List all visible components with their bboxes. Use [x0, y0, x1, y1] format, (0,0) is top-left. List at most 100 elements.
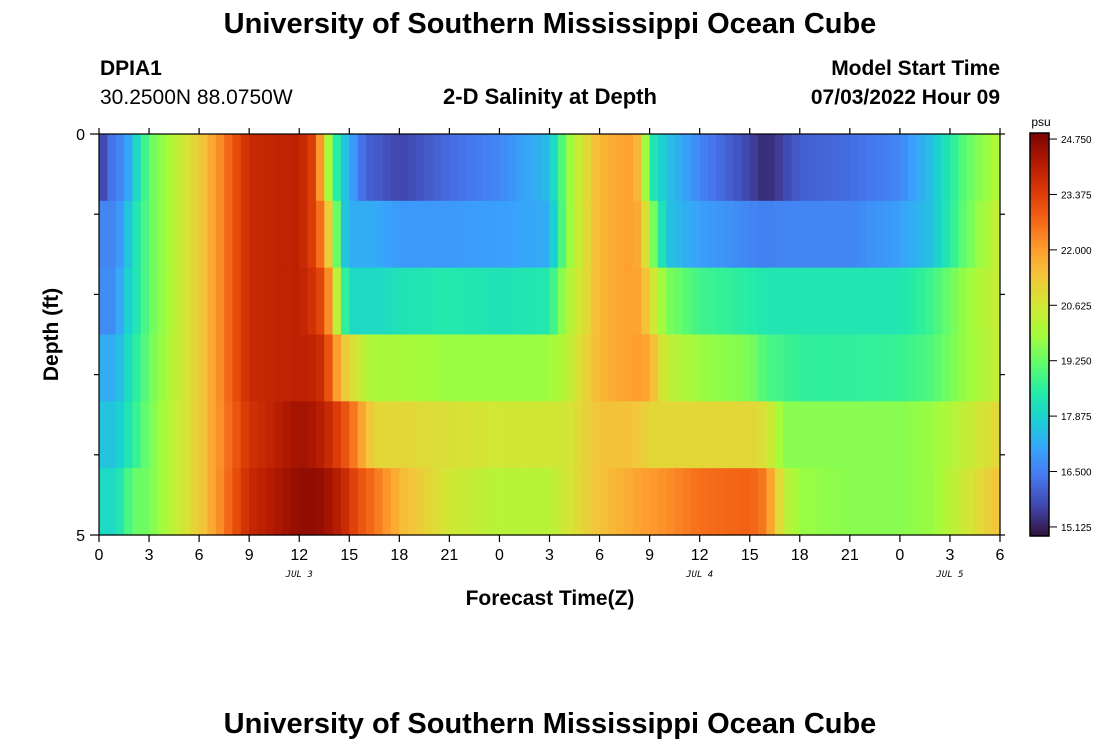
heatmap-cell — [207, 334, 217, 402]
heatmap-cell — [199, 468, 209, 536]
heatmap-cell — [899, 468, 909, 536]
heatmap-cell — [874, 334, 884, 402]
heatmap-cell — [224, 334, 234, 402]
heatmap-cell — [949, 334, 959, 402]
heatmap-cell — [699, 134, 709, 202]
heatmap-cell — [941, 468, 951, 536]
heatmap-cell — [574, 267, 584, 336]
heatmap-cell — [215, 267, 225, 336]
heatmap-cell — [240, 468, 250, 536]
heatmap-cell — [99, 468, 108, 536]
heatmap-cell — [532, 401, 542, 469]
date-label: JUL 3 — [285, 570, 313, 580]
heatmap-cell — [132, 468, 142, 536]
colorbar-tick-label: 16.500 — [1061, 468, 1092, 479]
heatmap-cell — [491, 334, 501, 402]
heatmap-cell — [182, 200, 192, 269]
heatmap-cell — [190, 468, 200, 536]
heatmap-cell — [991, 267, 1001, 336]
heatmap-cell — [516, 200, 526, 269]
heatmap-cell — [974, 267, 984, 336]
heatmap-cell — [307, 401, 317, 469]
heatmap-cell — [457, 134, 467, 202]
heatmap-cell — [482, 200, 492, 269]
heatmap-cell — [157, 468, 167, 536]
heatmap-cell — [599, 468, 609, 536]
heatmap-cell — [524, 468, 534, 536]
heatmap-cell — [299, 134, 309, 202]
heatmap-cell — [99, 134, 108, 202]
heatmap-cell — [899, 401, 909, 469]
heatmap-cell — [991, 134, 1001, 202]
heatmap-cell — [541, 401, 551, 469]
heatmap-cell — [824, 200, 834, 269]
heatmap-cell — [190, 401, 200, 469]
heatmap-cell — [516, 468, 526, 536]
heatmap-cell — [174, 200, 184, 269]
heatmap-cell — [733, 468, 742, 536]
heatmap-cell — [232, 468, 242, 536]
heatmap-cell — [349, 134, 359, 202]
heatmap-cell — [416, 200, 425, 269]
heatmap-cell — [132, 200, 142, 269]
heatmap-cell — [949, 134, 959, 202]
heatmap-cell — [349, 200, 359, 269]
heatmap-cell — [974, 334, 984, 402]
heatmap-cell — [599, 267, 609, 336]
heatmap-cell — [441, 267, 450, 336]
heatmap-cell — [374, 134, 384, 202]
heatmap-cell — [457, 334, 467, 402]
heatmap-cell — [666, 200, 676, 269]
heatmap-cell — [157, 401, 167, 469]
heatmap-cell — [190, 334, 200, 402]
heatmap-cell — [741, 200, 751, 269]
colorbar-tick-label: 17.875 — [1061, 412, 1092, 423]
heatmap-cell — [499, 401, 509, 469]
heatmap-cell — [449, 267, 459, 336]
heatmap-cell — [841, 200, 851, 269]
heatmap-cell — [808, 200, 818, 269]
heatmap-cell — [866, 200, 876, 269]
heatmap-cell — [507, 401, 517, 469]
heatmap-cell — [207, 401, 217, 469]
heatmap-cell — [549, 200, 559, 269]
heatmap-cell — [799, 134, 809, 202]
heatmap-cell — [365, 334, 375, 402]
heatmap-cell — [324, 134, 334, 202]
heatmap-cell — [607, 267, 617, 336]
heatmap-cell — [799, 334, 809, 402]
heatmap-cell — [657, 468, 667, 536]
heatmap-cell — [307, 334, 317, 402]
heatmap-cell — [466, 134, 476, 202]
heatmap-cell — [140, 267, 150, 336]
heatmap-cell — [424, 267, 434, 336]
heatmap-cell — [749, 134, 759, 202]
heatmap-cell — [816, 134, 826, 202]
x-tick-label: 9 — [245, 547, 254, 564]
heatmap-cell — [716, 334, 726, 402]
heatmap-cell — [791, 468, 801, 536]
heatmap-cell — [708, 267, 717, 336]
heatmap-cell — [274, 334, 284, 402]
heatmap-cell — [924, 134, 934, 202]
heatmap-cell — [407, 468, 417, 536]
heatmap-cell — [307, 468, 317, 536]
heatmap-cell — [457, 401, 467, 469]
heatmap-cell — [524, 134, 534, 202]
heatmap-cell — [482, 267, 492, 336]
heatmap-cell — [357, 200, 367, 269]
heatmap-cell — [124, 468, 133, 536]
heatmap-cell — [758, 401, 767, 469]
heatmap-cell — [991, 334, 1001, 402]
heatmap-cell — [157, 200, 167, 269]
heatmap-cell — [724, 267, 734, 336]
heatmap-cell — [432, 200, 442, 269]
heatmap-cell — [449, 401, 459, 469]
heatmap-cell — [441, 200, 450, 269]
heatmap-cell — [733, 200, 742, 269]
heatmap-cell — [974, 468, 984, 536]
heatmap-cell — [691, 134, 701, 202]
heatmap-cell — [532, 334, 542, 402]
heatmap-cell — [741, 334, 751, 402]
heatmap-cell — [699, 200, 709, 269]
